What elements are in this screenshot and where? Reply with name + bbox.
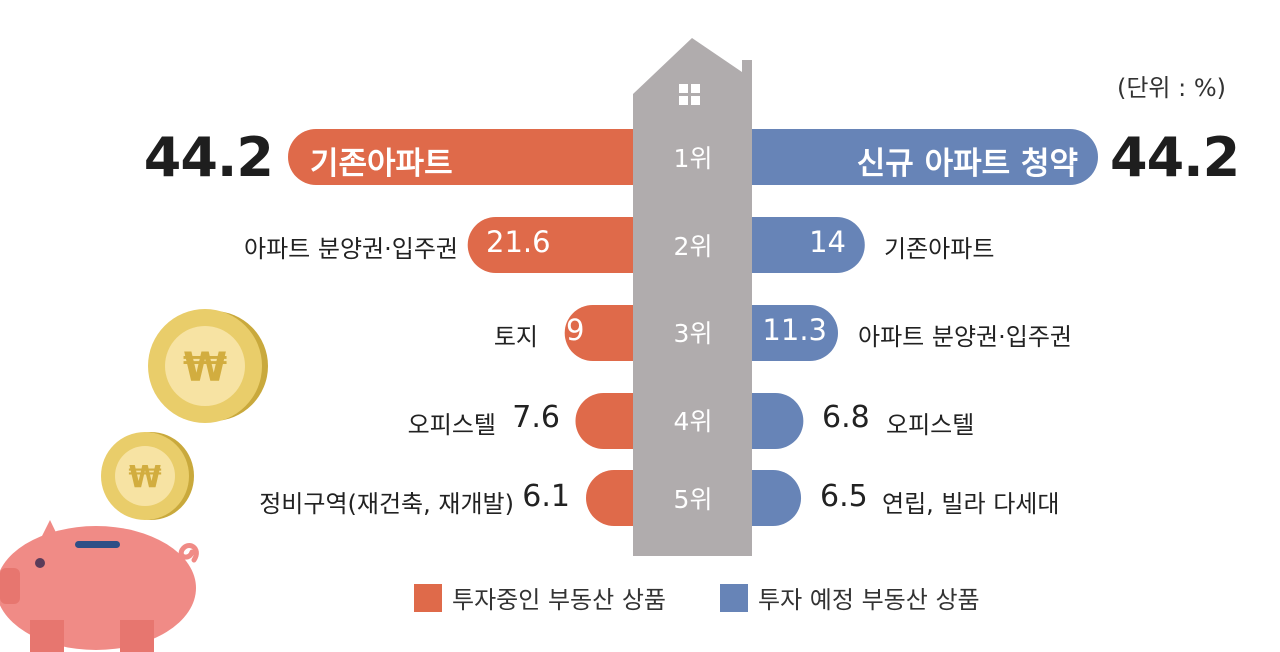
bar-planned-1 xyxy=(751,129,1098,185)
left-value-3: 9 xyxy=(566,313,585,347)
svg-text:₩: ₩ xyxy=(128,460,161,495)
bar-planned-2 xyxy=(751,217,865,273)
right-label-5: 연립, 빌라 다세대 xyxy=(882,490,1060,518)
piggy-bank-icon xyxy=(0,520,199,652)
left-label-2: 아파트 분양권·입주권 xyxy=(244,235,458,263)
bar-planned-4 xyxy=(751,393,804,449)
right-value-5: 6.5 xyxy=(820,479,868,514)
left-value-2: 21.6 xyxy=(486,225,551,259)
left-value-5: 6.1 xyxy=(522,479,570,514)
right-value-4: 6.8 xyxy=(822,400,870,435)
bar-current-3 xyxy=(564,305,634,361)
left-value-4: 7.6 xyxy=(512,400,560,435)
legend-item-planned: 투자 예정 부동산 상품 xyxy=(720,580,980,615)
window-icon xyxy=(679,84,700,105)
rank-label-3: 3위 xyxy=(673,319,713,348)
bar-current-5 xyxy=(586,470,634,526)
right-value-2: 14 xyxy=(809,225,846,259)
legend-label-current: 투자중인 부동산 상품 xyxy=(452,586,666,614)
coin-large-icon: ₩ xyxy=(148,309,268,423)
rank-label-5: 5위 xyxy=(673,485,713,514)
legend-swatch-planned xyxy=(720,583,748,612)
legend-label-planned: 투자 예정 부동산 상품 xyxy=(758,586,980,614)
left-value-1: 44.2 xyxy=(143,126,274,189)
legend-item-current: 투자중인 부동산 상품 xyxy=(414,580,666,615)
rank-label-4: 4위 xyxy=(673,407,713,436)
right-label-3: 아파트 분양권·입주권 xyxy=(858,323,1072,351)
bar-current-1 xyxy=(288,129,634,185)
bar-planned-3 xyxy=(751,305,839,361)
left-label-1: 기존아파트 xyxy=(310,146,453,182)
bar-planned-5 xyxy=(751,470,802,526)
right-value-1: 44.2 xyxy=(1110,126,1240,189)
legend-swatch-current xyxy=(414,583,442,612)
unit-label: (단위 : %) xyxy=(1116,74,1226,102)
right-value-3: 11.3 xyxy=(762,313,827,347)
right-label-2: 기존아파트 xyxy=(884,235,995,263)
rank-label-1: 1위 xyxy=(673,144,713,173)
house-column xyxy=(633,38,752,556)
right-label-4: 오피스텔 xyxy=(886,411,975,439)
coin-small-icon: ₩ xyxy=(101,432,194,520)
rank-label-2: 2위 xyxy=(673,232,713,261)
right-label-1: 신규 아파트 청약 xyxy=(856,146,1078,182)
left-label-5: 정비구역(재건축, 재개발) xyxy=(259,490,514,518)
bar-current-2 xyxy=(467,217,634,273)
bar-current-4 xyxy=(575,393,634,449)
left-label-3: 토지 xyxy=(493,323,538,351)
left-label-4: 오피스텔 xyxy=(407,411,496,439)
svg-text:₩: ₩ xyxy=(183,345,227,391)
